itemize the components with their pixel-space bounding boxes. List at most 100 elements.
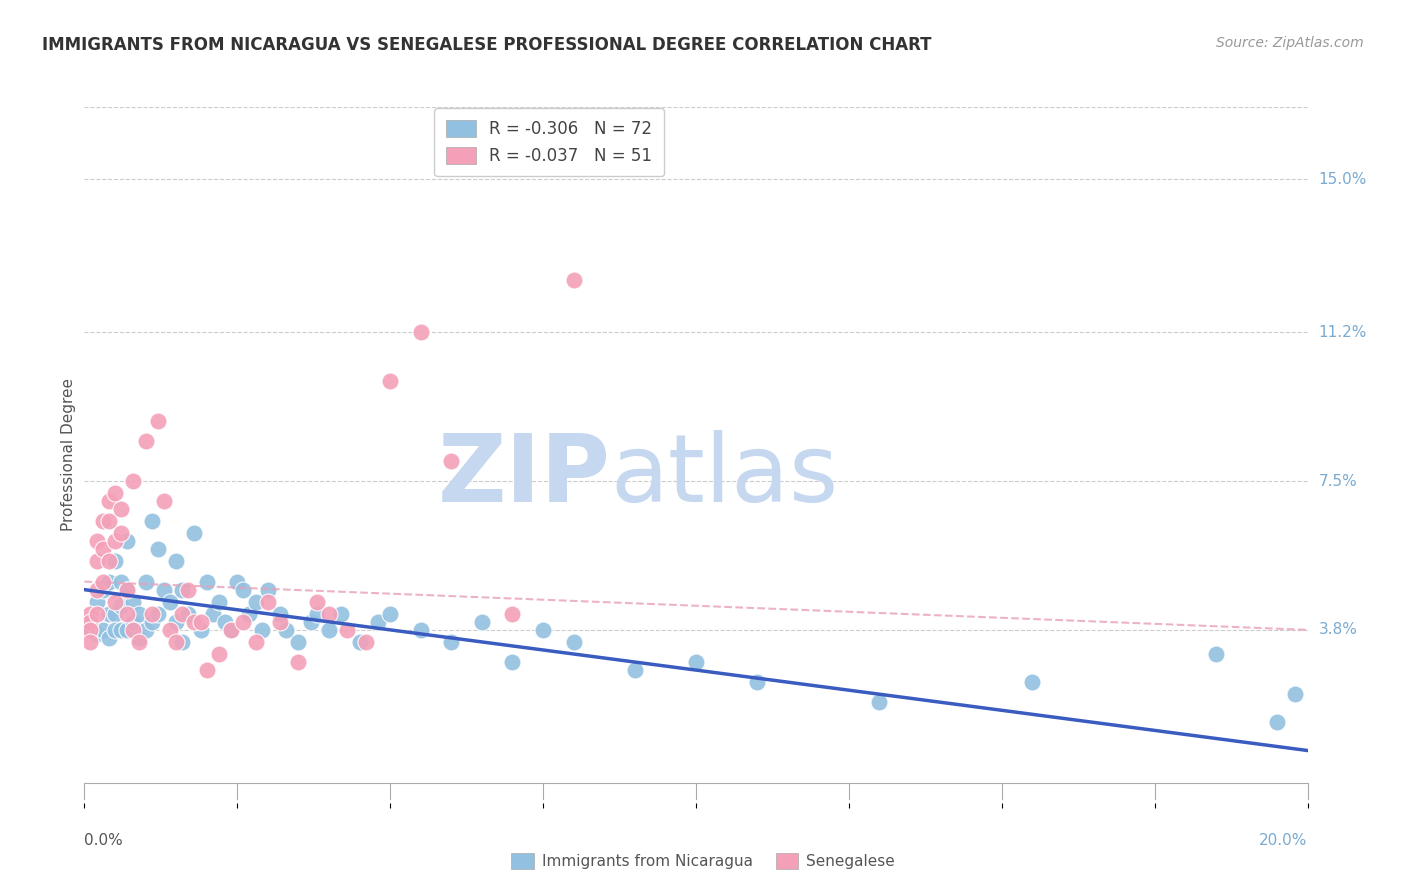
Point (869, 695, 891, 709)
Point (79, 623, 101, 637)
Point (141, 607, 163, 621)
Point (245, 635, 267, 649)
Point (1284, 687, 1306, 701)
Point (1205, 647, 1227, 661)
Point (110, 526, 132, 541)
Point (305, 595, 328, 609)
Point (115, 582, 138, 597)
Point (183, 526, 205, 541)
Point (159, 595, 181, 609)
Point (190, 623, 212, 637)
Point (128, 607, 150, 621)
Point (232, 582, 254, 597)
Point (287, 635, 309, 649)
Point (269, 615, 291, 629)
Point (502, 655, 524, 669)
Point (122, 615, 145, 629)
Point (110, 623, 132, 637)
Point (165, 615, 187, 629)
Text: 15.0%: 15.0% (1319, 172, 1367, 187)
Point (165, 554, 187, 568)
Point (110, 599, 132, 613)
Point (183, 615, 205, 629)
Point (195, 663, 218, 677)
Point (135, 623, 157, 637)
Point (232, 615, 254, 629)
Point (115, 607, 138, 621)
Point (624, 663, 647, 677)
Point (409, 623, 432, 637)
Point (531, 623, 554, 637)
Point (305, 607, 328, 621)
Point (86, 627, 108, 641)
Point (226, 574, 249, 589)
Legend: R = -0.306   N = 72, R = -0.037   N = 51: R = -0.306 N = 72, R = -0.037 N = 51 (434, 109, 664, 177)
Point (110, 574, 132, 589)
Point (336, 623, 359, 637)
Point (153, 582, 176, 597)
Point (172, 582, 194, 597)
Point (1021, 675, 1043, 690)
Point (86, 607, 108, 621)
Point (747, 675, 769, 690)
Legend: Immigrants from Nicaragua, Senegalese: Immigrants from Nicaragua, Senegalese (505, 847, 901, 875)
Point (238, 607, 260, 621)
Point (104, 595, 127, 609)
Point (146, 607, 169, 621)
Y-axis label: Professional Degree: Professional Degree (60, 378, 76, 532)
Point (257, 595, 280, 609)
Text: ZIP: ZIP (437, 430, 610, 522)
Point (318, 607, 340, 621)
Point (79, 615, 101, 629)
Point (276, 623, 298, 637)
Point (299, 615, 322, 629)
Point (104, 486, 127, 500)
Point (115, 534, 138, 549)
Point (91, 574, 114, 589)
Point (97, 631, 120, 645)
Text: IMMIGRANTS FROM NICARAGUA VS SENEGALESE PROFESSIONAL DEGREE CORRELATION CHART: IMMIGRANTS FROM NICARAGUA VS SENEGALESE … (42, 36, 932, 54)
Point (201, 607, 224, 621)
Point (79, 635, 101, 649)
Point (135, 434, 157, 448)
Point (208, 647, 231, 661)
Point (380, 607, 402, 621)
Point (172, 635, 194, 649)
Point (318, 623, 340, 637)
Point (122, 474, 145, 488)
Point (79, 615, 101, 629)
Point (269, 607, 291, 621)
Point (190, 615, 212, 629)
Text: 3.8%: 3.8% (1319, 623, 1358, 638)
Text: 11.2%: 11.2% (1319, 325, 1367, 340)
Point (159, 623, 181, 637)
Point (219, 623, 242, 637)
Point (122, 595, 145, 609)
Point (104, 534, 127, 549)
Text: 0.0%: 0.0% (84, 833, 124, 848)
Point (250, 623, 273, 637)
Text: 7.5%: 7.5% (1319, 474, 1357, 489)
Point (86, 595, 108, 609)
Point (86, 534, 108, 549)
Point (115, 623, 138, 637)
Point (502, 607, 524, 621)
Point (685, 655, 707, 669)
Point (287, 655, 309, 669)
Point (153, 494, 176, 508)
Point (1265, 715, 1288, 730)
Point (349, 635, 371, 649)
Text: Source: ZipAtlas.com: Source: ZipAtlas.com (1216, 36, 1364, 50)
Point (165, 635, 187, 649)
Point (128, 635, 150, 649)
Point (86, 582, 108, 597)
Text: 20.0%: 20.0% (1260, 833, 1308, 848)
Point (208, 595, 231, 609)
Point (128, 631, 150, 645)
Point (440, 635, 463, 649)
Point (219, 623, 242, 637)
Point (97, 494, 120, 508)
Point (141, 615, 163, 629)
Point (141, 514, 163, 528)
Point (177, 607, 200, 621)
